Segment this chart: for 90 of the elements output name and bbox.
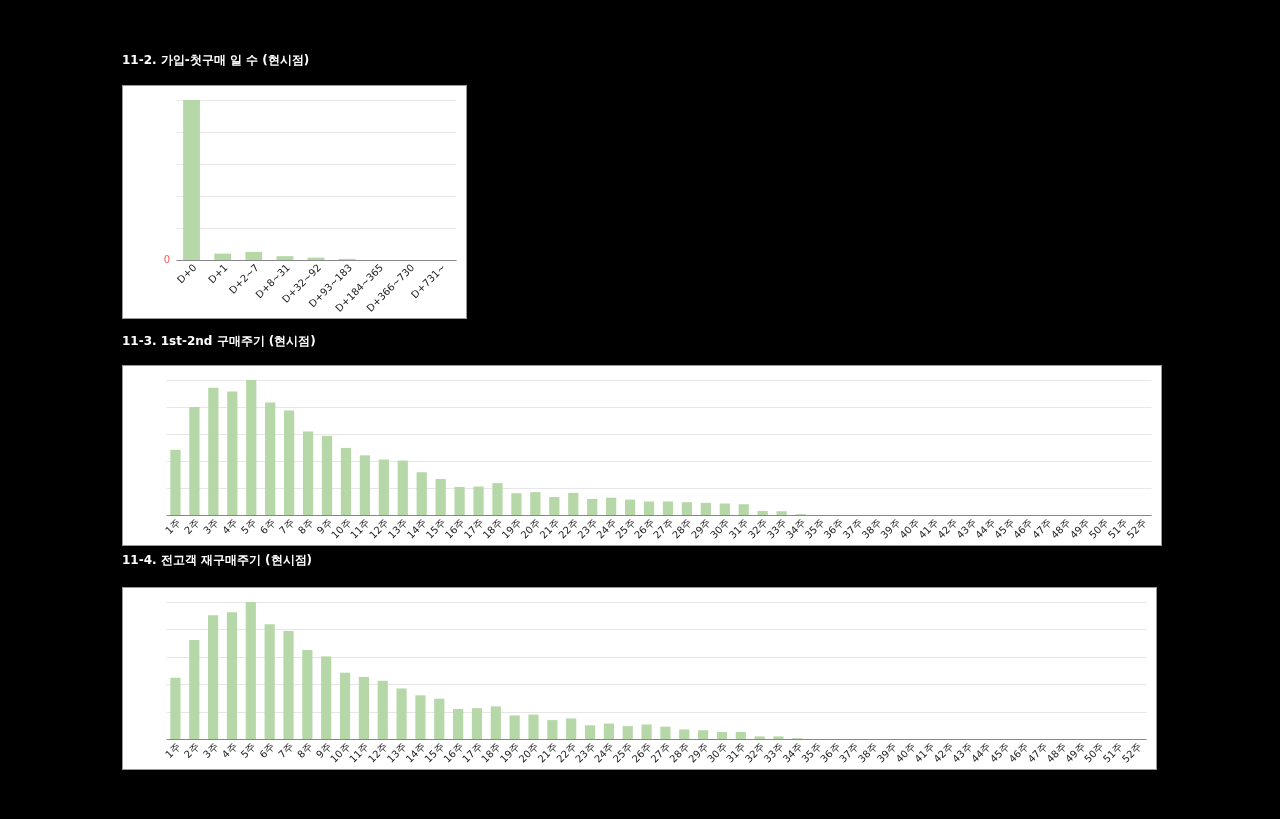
bar <box>246 380 257 515</box>
bar <box>208 615 219 739</box>
bar <box>509 715 520 739</box>
bar <box>776 511 787 515</box>
x-tick-label: 4주 <box>220 516 240 537</box>
bar <box>435 478 446 515</box>
bar <box>568 492 579 515</box>
bar <box>302 431 314 515</box>
bar <box>226 612 238 739</box>
bar <box>471 708 483 739</box>
bar <box>511 493 522 515</box>
x-tick-label: 2주 <box>182 516 202 537</box>
x-tick-label: 6주 <box>257 740 277 761</box>
bar <box>340 447 352 515</box>
bar <box>276 256 294 260</box>
bar <box>183 100 200 260</box>
bar <box>265 402 276 515</box>
bar <box>738 504 749 515</box>
chart-title: 11-2. 가입-첫구매 일 수 (현시점) <box>122 52 310 69</box>
bar <box>679 729 690 739</box>
x-tick-label: 5주 <box>238 740 258 761</box>
bar <box>245 602 256 739</box>
bar <box>528 714 539 739</box>
bar <box>396 688 407 739</box>
bar <box>773 736 784 739</box>
bar <box>660 726 671 739</box>
bar <box>643 501 655 515</box>
bar <box>453 709 464 739</box>
x-tick-label: 5주 <box>238 516 259 537</box>
bar <box>624 499 636 515</box>
x-tick-label: 8주 <box>295 516 316 537</box>
bar <box>584 725 596 739</box>
bar <box>735 732 746 739</box>
bar <box>170 449 181 515</box>
bar <box>603 723 614 739</box>
bar <box>606 497 617 515</box>
bar <box>378 459 389 515</box>
x-tick-label: 3주 <box>200 740 221 761</box>
text: 0 <box>163 254 170 265</box>
bar <box>681 502 693 515</box>
bar <box>754 736 765 739</box>
x-tick-label: 2주 <box>181 740 202 761</box>
bar <box>415 695 426 739</box>
x-tick-label: 7주 <box>276 740 296 761</box>
bar <box>698 730 709 739</box>
bar <box>358 676 369 739</box>
bar <box>359 455 371 515</box>
bar <box>377 680 388 739</box>
bar <box>227 391 238 515</box>
x-tick-label: 6주 <box>257 516 278 537</box>
bar <box>208 387 219 515</box>
x-tick-label: 8주 <box>295 740 315 761</box>
bar <box>397 460 408 515</box>
x-tick-label: 3주 <box>201 516 221 537</box>
bar <box>547 720 558 739</box>
bar <box>566 718 577 739</box>
bar <box>434 698 445 739</box>
chart-title: 11-3. 1st-2nd 구매주기 (현시점) <box>122 333 316 350</box>
bar <box>283 631 294 739</box>
bar <box>716 732 728 739</box>
bar <box>641 724 652 739</box>
bar <box>321 656 332 739</box>
bar <box>189 640 200 739</box>
bar <box>284 410 295 515</box>
bar <box>302 649 313 739</box>
bar <box>454 486 465 515</box>
bar <box>700 502 711 515</box>
bar <box>549 497 560 515</box>
bar <box>530 492 541 515</box>
bar <box>264 624 275 739</box>
bar <box>214 253 232 260</box>
bar <box>587 498 598 515</box>
bar <box>719 503 730 515</box>
bar <box>189 407 200 515</box>
bar <box>473 486 484 515</box>
chart-title: 11-4. 전고객 재구매주기 (현시점) <box>122 552 313 569</box>
bar <box>492 483 503 515</box>
bar <box>622 726 633 739</box>
bar <box>321 435 333 515</box>
bar <box>339 672 351 739</box>
bar <box>490 706 501 739</box>
bar <box>245 251 263 260</box>
x-tick-label: 1주 <box>163 516 183 537</box>
bar <box>662 501 674 515</box>
x-tick-label: 1주 <box>163 740 183 761</box>
bar <box>170 677 181 739</box>
x-tick-label: 7주 <box>276 516 297 537</box>
bar <box>757 510 768 515</box>
x-tick-label: 4주 <box>219 740 240 761</box>
bar <box>416 472 427 515</box>
